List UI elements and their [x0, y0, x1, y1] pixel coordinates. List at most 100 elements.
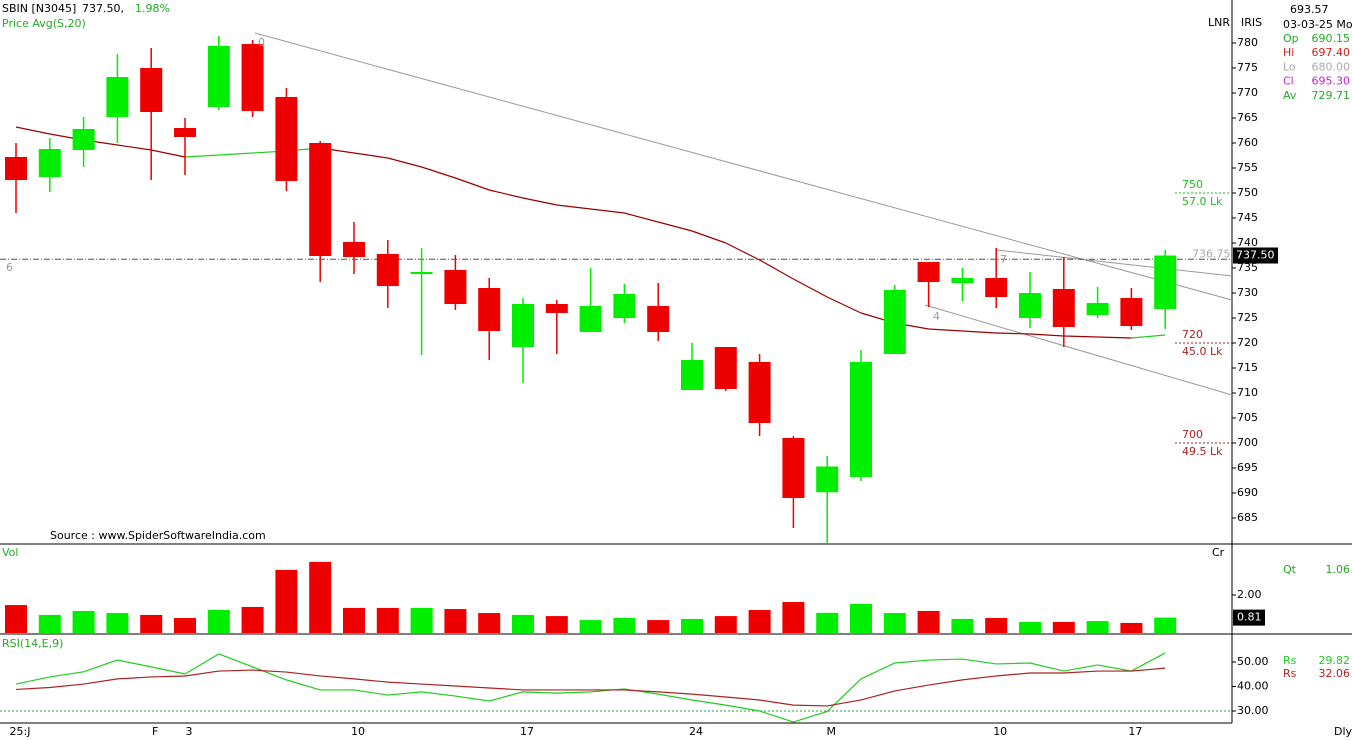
candle-body — [1086, 303, 1109, 315]
ma-segment — [928, 328, 963, 332]
qt-label: Qt — [1283, 563, 1297, 576]
price-box-label: 737.50 — [1236, 249, 1275, 262]
volume-bar — [1086, 621, 1109, 633]
candle-body — [917, 262, 940, 282]
candle-body — [140, 68, 163, 112]
candle-body — [951, 278, 974, 283]
ma-segment — [826, 296, 862, 314]
volume-box — [1233, 609, 1265, 626]
volume-bar — [985, 617, 1008, 633]
volume-bar — [444, 609, 467, 633]
ma-segment — [353, 152, 388, 159]
candle-body — [850, 362, 872, 477]
y-tick-label: 720 — [1237, 336, 1258, 349]
candle-body — [579, 306, 602, 332]
x-tick-label: 24 — [689, 725, 703, 738]
ma-segment — [1029, 333, 1064, 337]
y-tick-label: 750 — [1237, 186, 1258, 199]
ma-segment — [387, 157, 422, 168]
y-tick-label: 725 — [1237, 311, 1258, 324]
qt-value: 1.06 — [1326, 563, 1351, 576]
info-value: 729.71 — [1312, 89, 1351, 102]
change: 1.98% — [135, 2, 170, 15]
volume-bar — [72, 610, 95, 633]
candle-body — [410, 272, 433, 274]
y-tick-label: 735 — [1237, 261, 1258, 274]
volume-bar — [174, 617, 196, 633]
trendline — [996, 249, 1233, 277]
candle-body — [883, 290, 906, 354]
candle-body — [985, 278, 1008, 297]
legend-value: 29.82 — [1319, 654, 1351, 667]
info-date: 03-03-25 Mo — [1283, 18, 1352, 31]
y-tick-label: 695 — [1237, 461, 1258, 474]
ma-segment — [590, 208, 625, 214]
volume-bar — [1120, 622, 1143, 633]
vol-title: Vol — [2, 546, 18, 559]
y-tick-label: 770 — [1237, 86, 1258, 99]
price-box — [1233, 247, 1278, 264]
y-tick-label: 765 — [1237, 111, 1258, 124]
candle-body — [38, 149, 61, 177]
volume-bar — [1019, 621, 1041, 633]
volume-bar — [376, 607, 399, 633]
x-tick-label: M — [826, 725, 836, 738]
candle-body — [545, 304, 568, 313]
info-value: 695.30 — [1312, 75, 1351, 88]
volume-bar — [410, 607, 433, 633]
candle-body — [241, 44, 264, 111]
y-tick-label: 745 — [1237, 211, 1258, 224]
x-tick-label: 3 — [186, 725, 193, 738]
source: Source : www.SpiderSoftwareIndia.com — [50, 529, 266, 542]
volume-bar — [917, 610, 940, 633]
volume-bar — [613, 617, 636, 633]
y-tick-label: 780 — [1237, 36, 1258, 49]
volume-bar — [579, 620, 602, 633]
info-price: 693.57 — [1290, 3, 1329, 16]
period: Dly — [1334, 725, 1352, 738]
chart-title: SBIN [N3045] — [2, 2, 76, 15]
candle-body — [613, 294, 636, 318]
y-tick-label: 715 — [1237, 361, 1258, 374]
volume-bar — [647, 620, 670, 633]
volume-bar — [38, 614, 61, 633]
volume-bar — [714, 616, 737, 633]
price-hline-label: 736.75 — [1192, 247, 1231, 260]
volume-bar — [106, 613, 129, 633]
info-value: 680.00 — [1312, 60, 1351, 73]
candle-body — [681, 360, 703, 390]
y-tick-label: 755 — [1237, 161, 1258, 174]
candle-body — [1154, 255, 1177, 309]
vp-label: 720 — [1182, 328, 1203, 341]
volume-bar — [275, 569, 298, 633]
vp-label: 700 — [1182, 428, 1203, 441]
y-tick-label: 30.00 — [1237, 704, 1269, 717]
info-label: Hi — [1283, 46, 1294, 59]
ma-segment — [184, 154, 219, 158]
trend-label: 6 — [6, 261, 13, 274]
volume-bar — [681, 618, 703, 633]
x-tick-label: 17 — [1128, 725, 1142, 738]
ma-segment — [725, 242, 760, 261]
volume-box-label: 0.81 — [1237, 611, 1262, 624]
y-tick-label: 40.00 — [1237, 680, 1269, 693]
lnr: LNR — [1208, 16, 1230, 29]
rsi-title: RSI(14,E,9) — [2, 637, 63, 650]
ma-segment — [15, 126, 50, 135]
vp-volume: 57.0 Lk — [1182, 195, 1223, 208]
y-tick-label: 775 — [1237, 61, 1258, 74]
candle-body — [512, 304, 534, 347]
y-tick-label: 760 — [1237, 136, 1258, 149]
info-label: Lo — [1283, 60, 1296, 73]
candle-body — [376, 254, 399, 286]
trendline — [254, 32, 1233, 301]
y-tick-label: 690 — [1237, 486, 1258, 499]
volume-bar — [883, 613, 906, 633]
candle-body — [72, 129, 95, 150]
volume-bar — [782, 602, 805, 633]
candle-body — [444, 270, 467, 304]
ma-segment — [1131, 334, 1166, 339]
candle-body — [309, 143, 332, 256]
y-tick-label: 730 — [1237, 286, 1258, 299]
